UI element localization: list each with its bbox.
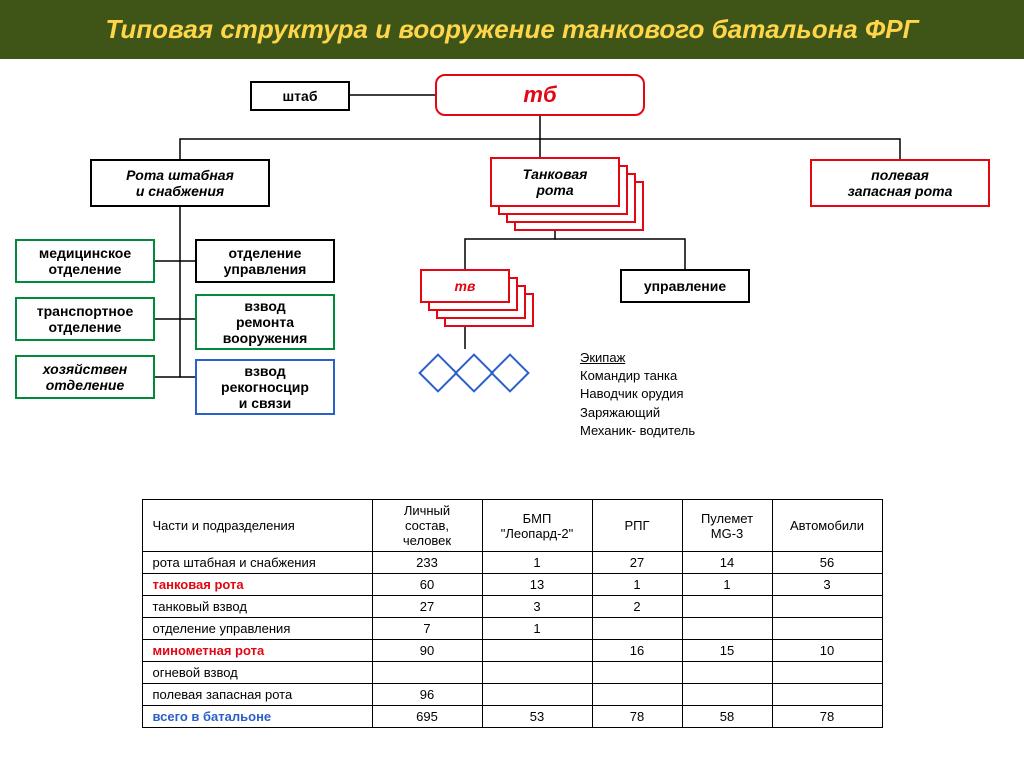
- node-vzvod_rek: взводрекогносцири связи: [195, 359, 335, 415]
- equipment-table-container: Части и подразделенияЛичный состав, чело…: [0, 499, 1024, 728]
- node-hoz: хозяйственотделение: [15, 355, 155, 399]
- node-trans: транспортноеотделение: [15, 297, 155, 341]
- node-shtab: штаб: [250, 81, 350, 111]
- equipment-table: Части и подразделенияЛичный состав, чело…: [142, 499, 883, 728]
- node-med: медицинскоеотделение: [15, 239, 155, 283]
- table-row: полевая запасная рота96: [142, 684, 882, 706]
- node-rota_sh: Рота штабнаяи снабжения: [90, 159, 270, 207]
- table-row: танковая рота6013113: [142, 574, 882, 596]
- node-otd_upr: отделениеуправления: [195, 239, 335, 283]
- col-header: Части и подразделения: [142, 500, 372, 552]
- table-row: огневой взвод: [142, 662, 882, 684]
- node-polevaya: полеваязапасная рота: [810, 159, 990, 207]
- col-header: БМП "Леопард-2": [482, 500, 592, 552]
- table-row: рота штабная и снабжения2331271456: [142, 552, 882, 574]
- table-row: танковый взвод2732: [142, 596, 882, 618]
- org-chart: тб штаб Рота штабнаяи снабжения полеваязапа…: [0, 59, 1024, 499]
- table-header-row: Части и подразделенияЛичный состав, чело…: [142, 500, 882, 552]
- table-row: минометная рота90161510: [142, 640, 882, 662]
- table-row: отделение управления71: [142, 618, 882, 640]
- crew-list: ЭкипажКомандир танкаНаводчик орудияЗаряж…: [580, 349, 695, 440]
- table-row: всего в батальоне69553785878: [142, 706, 882, 728]
- node-vzvod_rem: взводремонтавооружения: [195, 294, 335, 350]
- col-header: Личный состав, человек: [372, 500, 482, 552]
- stack-tv: тв: [420, 269, 534, 327]
- col-header: РПГ: [592, 500, 682, 552]
- stack-tank_rota: Танковаярота: [490, 157, 644, 231]
- page-title: Типовая структура и вооружение танкового…: [0, 0, 1024, 59]
- col-header: Пулемет MG-3: [682, 500, 772, 552]
- node-tb: тб: [435, 74, 645, 116]
- col-header: Автомобили: [772, 500, 882, 552]
- tank-diamonds: [420, 359, 528, 392]
- node-upravlenie: управление: [620, 269, 750, 303]
